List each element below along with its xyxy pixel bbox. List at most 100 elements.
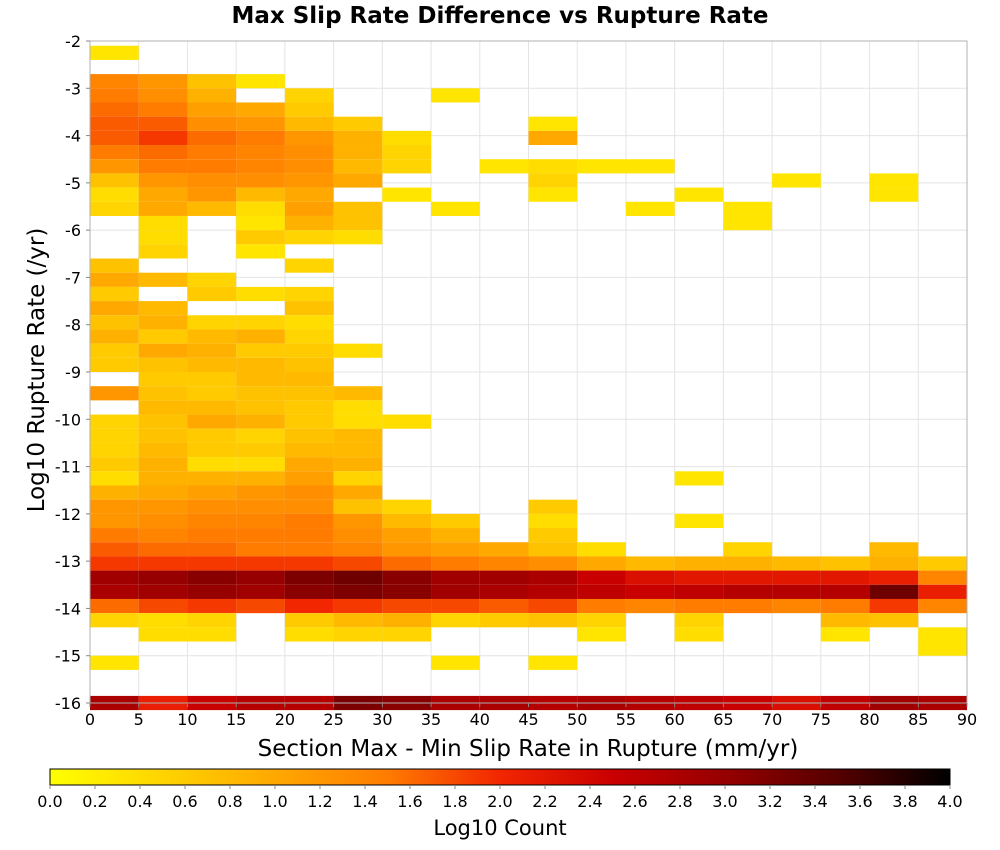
heatmap-cell: [90, 45, 139, 60]
heatmap-cell: [820, 613, 870, 628]
heatmap-cell: [138, 485, 188, 500]
heatmap-cell: [869, 187, 919, 202]
y-tick-label: -3: [65, 79, 81, 98]
heatmap-cell: [284, 428, 334, 443]
heatmap-cell: [723, 556, 773, 571]
heatmap-cell: [90, 187, 139, 202]
heatmap-cell: [138, 457, 188, 472]
heatmap-cell: [333, 130, 383, 146]
heatmap-cell: [236, 230, 285, 245]
heatmap-cell: [333, 400, 383, 415]
heatmap-cell: [284, 457, 334, 472]
heatmap-cell: [723, 584, 773, 599]
heatmap-cell: [820, 627, 870, 642]
heatmap-cell: [236, 315, 285, 330]
heatmap-cell: [284, 145, 334, 160]
heatmap-cell: [187, 343, 237, 358]
heatmap-cell: [528, 655, 578, 670]
heatmap-cell: [187, 485, 237, 500]
heatmap-cell: [333, 442, 383, 458]
heatmap-cell: [820, 584, 870, 599]
heatmap-cell: [187, 627, 237, 642]
heatmap-cell: [674, 598, 724, 614]
heatmap-cell: [918, 598, 967, 614]
heatmap-cell: [236, 556, 285, 571]
heatmap-cell: [187, 528, 237, 543]
heatmap-cell: [577, 556, 626, 571]
heatmap-cell: [284, 570, 334, 585]
heatmap-cell: [382, 556, 432, 571]
x-tick-label: 80: [859, 710, 879, 729]
heatmap-cell: [333, 230, 383, 245]
heatmap-cell: [90, 457, 139, 472]
heatmap-cell: [577, 598, 626, 614]
heatmap-cell: [333, 499, 383, 514]
heatmap-cell: [138, 201, 188, 216]
heatmap-cell: [138, 386, 188, 401]
heatmap-cell: [625, 556, 675, 571]
heatmap-cell: [869, 584, 919, 599]
colorbar-tick-label: 0.0: [37, 792, 62, 811]
heatmap-cell: [138, 372, 188, 387]
colorbar: [49, 768, 951, 786]
heatmap-cell: [138, 499, 188, 514]
heatmap-cell: [187, 570, 237, 585]
heatmap-cell: [187, 315, 237, 330]
heatmap-cell: [236, 244, 285, 259]
heatmap-cell: [333, 598, 383, 614]
heatmap-cell: [284, 301, 334, 316]
colorbar-tick-label: 0.8: [217, 792, 242, 811]
x-tick-label: 35: [421, 710, 441, 729]
heatmap-cell: [577, 627, 626, 642]
heatmap-cell: [382, 627, 432, 642]
colorbar-tick-label: 2.6: [622, 792, 647, 811]
heatmap-cell: [138, 598, 188, 614]
heatmap-cells: [90, 45, 967, 711]
heatmap-cell: [674, 570, 724, 585]
heatmap-cell: [187, 442, 237, 458]
heatmap-cell: [528, 116, 578, 131]
heatmap-cell: [577, 613, 626, 628]
heatmap-cell: [431, 542, 480, 557]
heatmap-cell: [138, 88, 188, 103]
heatmap-cell: [138, 244, 188, 259]
heatmap-cell: [187, 102, 237, 117]
heatmap-cell: [431, 528, 480, 543]
heatmap-cell: [284, 556, 334, 571]
colorbar-tick-label: 1.4: [352, 792, 377, 811]
heatmap-cell: [236, 145, 285, 160]
heatmap-cell: [284, 88, 334, 103]
heatmap-cell: [90, 485, 139, 500]
colorbar-tick-label: 3.0: [712, 792, 737, 811]
heatmap-cell: [138, 513, 188, 529]
heatmap-cell: [284, 372, 334, 387]
heatmap-cell: [431, 598, 480, 614]
heatmap-cell: [90, 102, 139, 117]
heatmap-cell: [236, 357, 285, 372]
heatmap-cell: [284, 116, 334, 131]
y-tick-label: -8: [65, 316, 81, 335]
heatmap-cell: [187, 272, 237, 287]
heatmap-cell: [90, 471, 139, 486]
heatmap-cell: [674, 627, 724, 642]
heatmap-cell: [382, 159, 432, 174]
colorbar-ticks: 0.0 0.2 0.4 0.6 0.8 1.0 1.2 1.4 1.6 1.8 2.0 2.2 2.4 2…: [37, 785, 963, 811]
heatmap-cell: [138, 329, 188, 344]
x-tick-label: 30: [372, 710, 392, 729]
heatmap-cell: [333, 428, 383, 443]
heatmap-cell: [479, 613, 529, 628]
colorbar-tick-label: 2.8: [667, 792, 692, 811]
colorbar-tick-label: 2.4: [577, 792, 602, 811]
heatmap-cell: [236, 584, 285, 599]
heatmap-cell: [187, 400, 237, 415]
x-tick-label: 20: [275, 710, 295, 729]
heatmap-cell: [236, 499, 285, 514]
heatmap-cell: [187, 372, 237, 387]
heatmap-cell: [333, 542, 383, 557]
y-tick-label: -11: [55, 458, 81, 477]
x-tick-label: 10: [177, 710, 197, 729]
heatmap-cell: [723, 201, 773, 216]
heatmap-cell: [138, 102, 188, 117]
y-tick-label: -5: [65, 174, 81, 193]
heatmap-cell: [138, 343, 188, 358]
